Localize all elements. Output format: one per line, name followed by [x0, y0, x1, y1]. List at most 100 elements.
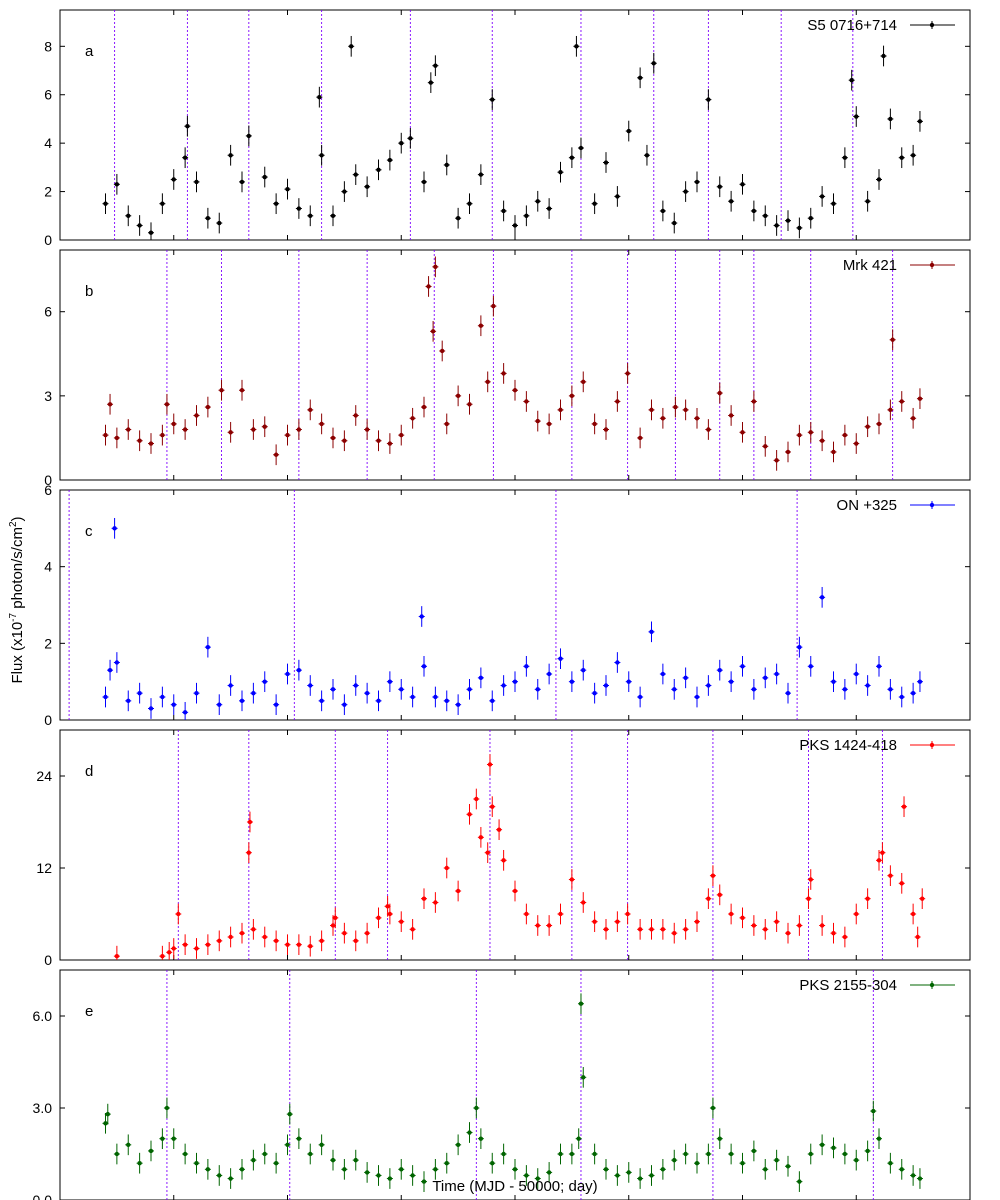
data-point: [660, 671, 666, 677]
data-point: [865, 1148, 870, 1154]
data-point: [785, 1164, 791, 1169]
legend-marker: [929, 742, 935, 748]
data-point: [672, 1157, 677, 1163]
data-point: [160, 953, 165, 959]
data-point: [637, 75, 643, 80]
data-point: [819, 595, 825, 600]
data-point: [854, 441, 859, 446]
data-point: [176, 911, 181, 917]
legend: PKS 2155-304: [799, 977, 955, 994]
data-point: [205, 942, 211, 947]
data-point: [512, 388, 518, 393]
data-point: [444, 1161, 449, 1166]
data-point: [160, 432, 165, 438]
data-point: [251, 1157, 256, 1163]
data-point: [228, 153, 233, 158]
data-point: [920, 896, 925, 901]
data-point: [706, 683, 711, 688]
data-point: [399, 1167, 404, 1172]
data-point: [296, 427, 302, 432]
data-point: [581, 667, 586, 673]
data-point: [888, 407, 893, 413]
data-point: [247, 819, 253, 825]
y-tick-label: 0: [44, 472, 52, 488]
data-point: [774, 671, 779, 677]
data-point: [246, 133, 252, 139]
data-point: [217, 1173, 222, 1178]
data-point: [455, 702, 461, 707]
data-point: [615, 660, 620, 665]
data-point: [330, 923, 336, 928]
data-point: [888, 116, 893, 122]
data-point: [399, 919, 404, 924]
data-point: [490, 97, 495, 102]
data-point: [683, 927, 688, 932]
data-point: [428, 80, 434, 85]
data-point: [740, 915, 745, 921]
data-point: [694, 179, 700, 185]
data-point: [808, 216, 813, 221]
data-point: [296, 1136, 302, 1141]
data-point: [333, 915, 338, 921]
data-point: [246, 850, 252, 855]
data-point: [433, 63, 438, 68]
data-point: [876, 858, 882, 863]
data-point: [364, 690, 370, 696]
y-tick-label: 0: [44, 952, 52, 968]
data-point: [808, 1151, 813, 1157]
data-point: [524, 213, 529, 218]
data-point: [637, 927, 643, 932]
data-point: [512, 223, 518, 228]
data-point: [419, 614, 424, 619]
data-point: [569, 1151, 575, 1157]
y-tick-label: 0: [44, 712, 52, 728]
data-point: [524, 911, 529, 917]
data-point: [728, 413, 734, 418]
data-point: [376, 167, 381, 172]
data-points-group: [102, 35, 923, 240]
data-point: [637, 435, 643, 441]
data-point: [467, 1130, 472, 1135]
data-point: [706, 427, 711, 432]
data-point: [865, 683, 870, 688]
data-point: [103, 1121, 108, 1126]
data-point: [137, 690, 142, 696]
data-point: [421, 179, 427, 185]
data-point: [433, 694, 438, 700]
data-point: [797, 923, 802, 928]
data-point: [558, 911, 563, 917]
legend-label: Mrk 421: [843, 257, 897, 274]
data-point: [535, 923, 540, 928]
data-point: [615, 919, 620, 924]
data-point: [854, 114, 859, 119]
data-point: [160, 694, 165, 700]
data-point: [915, 934, 920, 940]
data-point: [262, 1151, 267, 1157]
data-point: [854, 911, 859, 917]
data-point: [717, 1136, 722, 1141]
y-tick-label: 6: [44, 482, 52, 498]
data-point: [490, 698, 495, 704]
data-point: [706, 1151, 711, 1157]
data-point: [285, 671, 290, 677]
data-point: [467, 812, 472, 817]
data-point: [107, 667, 113, 673]
data-point: [287, 1111, 292, 1117]
data-point: [205, 1167, 211, 1172]
y-tick-label: 2: [44, 635, 52, 651]
data-point: [576, 1136, 581, 1141]
data-point: [126, 213, 131, 218]
data-point: [831, 201, 836, 206]
data-point: [876, 177, 882, 182]
data-point: [774, 919, 779, 924]
data-point: [626, 679, 631, 684]
data-point: [296, 206, 302, 211]
data-point: [751, 208, 757, 214]
data-point: [901, 804, 907, 809]
data-point: [148, 1148, 154, 1154]
data-point: [501, 858, 506, 863]
data-point: [524, 399, 529, 404]
data-point: [683, 1151, 688, 1157]
data-point: [194, 1161, 199, 1166]
data-point: [763, 213, 768, 218]
